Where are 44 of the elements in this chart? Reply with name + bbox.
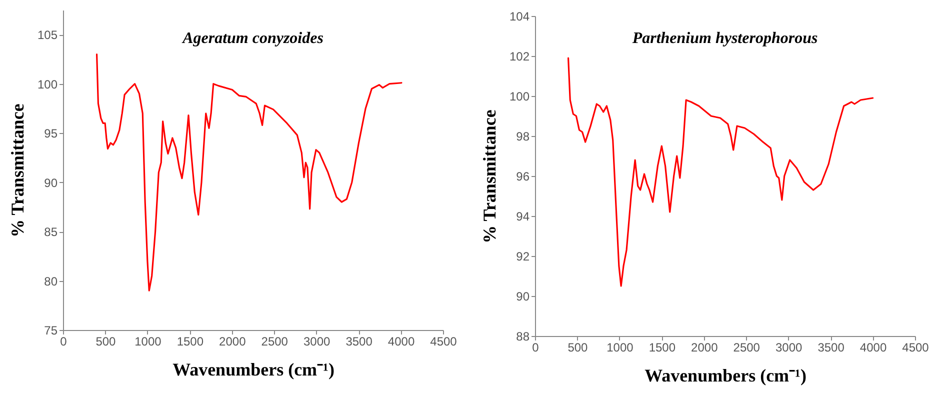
y-tick-label: 95	[44, 126, 58, 141]
y-tick-label: 92	[516, 250, 530, 264]
y-tick-label: 104	[509, 10, 530, 24]
x-tick-label: 1500	[648, 340, 676, 354]
y-axis-title: % Transmittance	[479, 110, 500, 244]
line-series	[96, 54, 402, 292]
line-series	[567, 57, 874, 287]
x-tick-label: 1000	[134, 334, 162, 348]
text: Parthenium hysterophorous	[631, 30, 818, 47]
x-axis-title: Wavenumbers (cm⁻¹)	[644, 366, 806, 386]
y-tick-label: 80	[44, 274, 58, 288]
y-tick-label: 88	[516, 330, 530, 344]
y-tick-label: 100	[509, 90, 530, 104]
x-tick-label: 0	[532, 340, 540, 354]
x-tick-label: 0	[60, 334, 68, 348]
y-tick-label: 90	[44, 176, 58, 190]
y-axis-title: % Transmittance	[7, 104, 28, 238]
x-tick-label: 3500	[818, 340, 845, 354]
x-tick-label: 2000	[219, 334, 246, 348]
y-tick-label: 100	[37, 77, 58, 92]
x-tick-label: 4000	[388, 334, 415, 348]
x-tick-label: 1500	[176, 334, 204, 348]
x-tick-label: 2000	[691, 340, 718, 354]
x-tick-label: 500	[568, 340, 588, 354]
y-tick-label: 94	[516, 210, 530, 224]
y-tick-label: 75	[44, 324, 58, 338]
y-tick-label: 90	[516, 290, 530, 304]
y-tick-label: 105	[37, 28, 58, 42]
y-tick-label: 102	[509, 50, 530, 64]
x-tick-label: 3500	[346, 334, 373, 348]
x-tick-label: 4500	[902, 340, 930, 354]
x-tick-label: 4500	[430, 334, 458, 348]
x-tick-label: 3000	[303, 334, 331, 348]
x-tick-label: 3000	[775, 340, 803, 354]
y-tick-label: 85	[44, 225, 58, 240]
x-axis-title: Wavenumbers (cm⁻¹)	[172, 360, 334, 380]
text: Ageratum conyzoides	[182, 30, 324, 47]
x-tick-label: 2500	[733, 340, 760, 354]
y-tick-label: 98	[516, 130, 530, 144]
x-tick-label: 500	[96, 334, 116, 348]
y-tick-label: 96	[516, 170, 530, 184]
x-tick-label: 4000	[860, 340, 887, 354]
x-tick-label: 2500	[261, 334, 288, 348]
x-tick-label: 1000	[606, 340, 634, 354]
